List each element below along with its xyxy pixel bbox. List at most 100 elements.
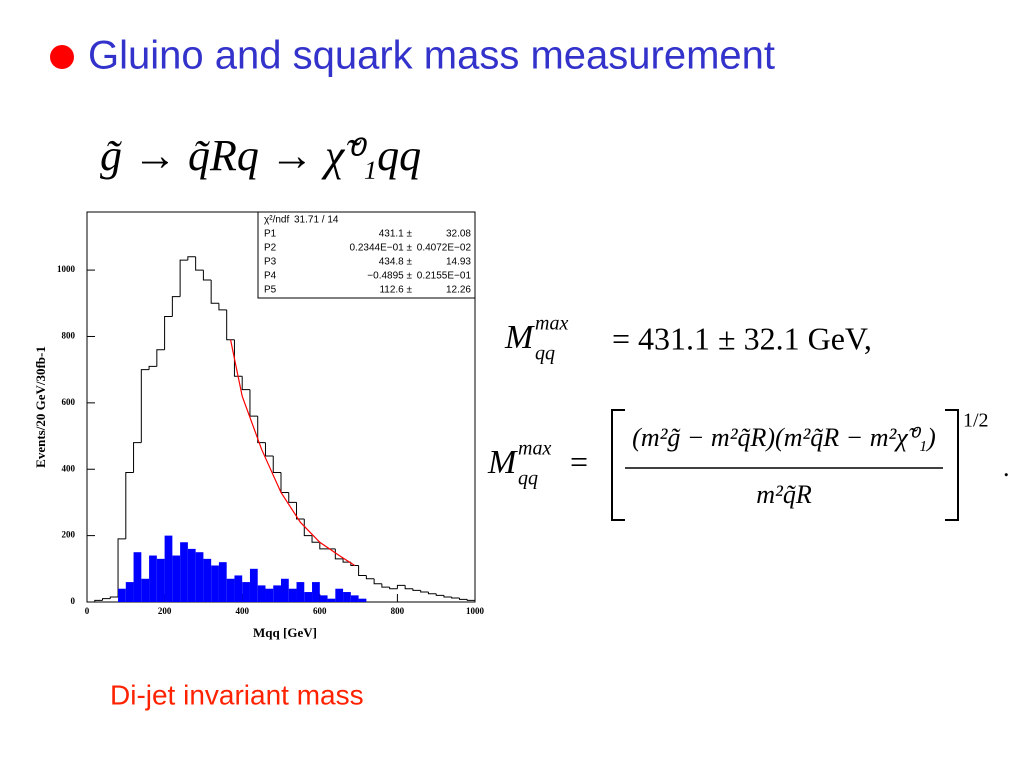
stats-text: 0.4072E−02 (417, 243, 472, 254)
equation-1: M qq max = 431.1 ± 32.1 GeV, (504, 313, 872, 365)
exponent: 1/2 (963, 410, 989, 432)
step (210, 280, 219, 304)
step (319, 542, 328, 550)
stats-text: P2 (264, 243, 277, 254)
bar (327, 598, 336, 602)
step (171, 296, 181, 317)
bar (273, 585, 281, 602)
stats-text: 12.26 (446, 285, 471, 296)
stats-text: P4 (264, 271, 277, 282)
y-tick-label: 800 (62, 331, 76, 341)
bar (180, 542, 188, 602)
step (288, 492, 297, 503)
bar (281, 578, 289, 602)
bar (242, 582, 250, 602)
x-tick-label: 600 (313, 606, 327, 616)
step (233, 339, 243, 377)
stats-text: 32.08 (446, 229, 471, 240)
decay-equation: g̃ → q̃Rq → χ̃⁰₁qq (100, 131, 421, 180)
step (458, 598, 468, 600)
bar (319, 595, 328, 602)
stats-text: 431.1 ± (379, 229, 413, 240)
step (303, 519, 313, 537)
eq-sup: max (518, 438, 551, 460)
bar (350, 595, 359, 602)
equation-2: M qq max = (m²g̃ − m²q̃R)(m²q̃R − m²χ̃⁰₁… (487, 409, 1010, 521)
step (451, 597, 460, 599)
period: . (1003, 453, 1010, 482)
step (148, 365, 157, 370)
step (342, 558, 351, 563)
bar (156, 558, 165, 602)
brackets (611, 409, 959, 521)
stats-box (257, 211, 476, 299)
step (404, 585, 413, 590)
bar (234, 575, 243, 602)
bar (335, 588, 344, 602)
step (164, 316, 173, 350)
step (358, 565, 367, 576)
bar (118, 588, 126, 602)
step (427, 592, 437, 595)
bar (172, 555, 181, 602)
stats-text: 434.8 ± (379, 257, 413, 268)
step (202, 270, 212, 281)
step (443, 595, 452, 598)
step (94, 599, 103, 602)
step (381, 583, 390, 588)
y-axis-label: Events/20 GeV/30fb-1 (33, 346, 48, 468)
bar (125, 582, 134, 602)
bar (312, 582, 320, 602)
stats-text: 112.6 ± (379, 285, 412, 296)
bar (249, 568, 258, 602)
bar (265, 588, 274, 602)
step (466, 599, 475, 601)
step (412, 588, 421, 591)
eq-sup: max (535, 313, 568, 335)
step (249, 389, 258, 417)
eq-base: M (487, 444, 518, 481)
step (187, 256, 196, 261)
step (179, 259, 188, 297)
bullet (50, 45, 74, 69)
bar (211, 565, 219, 602)
step (218, 303, 227, 311)
x-tick-label: 0 (85, 606, 90, 616)
step (365, 575, 375, 580)
bar (358, 598, 367, 602)
denominator: m²q̃R (756, 480, 812, 509)
y-tick-label: 600 (62, 397, 76, 407)
bar (343, 592, 351, 602)
step (156, 349, 165, 367)
step (241, 376, 250, 391)
x-axis-label: Mqq [GeV] (253, 625, 317, 640)
stats-text: 31.71 / 14 (294, 215, 339, 226)
x-tick-label: 1000 (466, 606, 485, 616)
fit-curve (229, 339, 356, 566)
bar (218, 562, 227, 602)
step (296, 502, 305, 520)
y-tick-label: 400 (62, 463, 76, 473)
step (226, 309, 235, 341)
stats-text: −0.4895 ± (367, 271, 412, 282)
eq-equals: = (570, 443, 588, 479)
slide-title: Gluino and squark mass measurement (88, 34, 775, 78)
step (272, 455, 281, 474)
stats-text: P5 (264, 285, 277, 296)
step (140, 369, 150, 443)
numerator: (m²g̃ − m²q̃R)(m²q̃R − m²χ̃⁰₁) (632, 423, 936, 452)
eq-base: M (504, 319, 535, 356)
step (125, 472, 134, 539)
histogram-chart: 0 200 400 600 800 1000 0 200 400 600 800 1000 Events… (33, 211, 485, 640)
bar (226, 578, 235, 602)
bar (288, 588, 297, 602)
step (435, 593, 444, 596)
eq-sub: qq (535, 343, 555, 365)
stats-text: 0.2155E−01 (417, 271, 472, 282)
step (133, 442, 142, 473)
step (373, 578, 382, 585)
step (102, 598, 111, 601)
stats-text: 0.2344E−01 ± (350, 243, 413, 254)
bar (133, 552, 142, 602)
